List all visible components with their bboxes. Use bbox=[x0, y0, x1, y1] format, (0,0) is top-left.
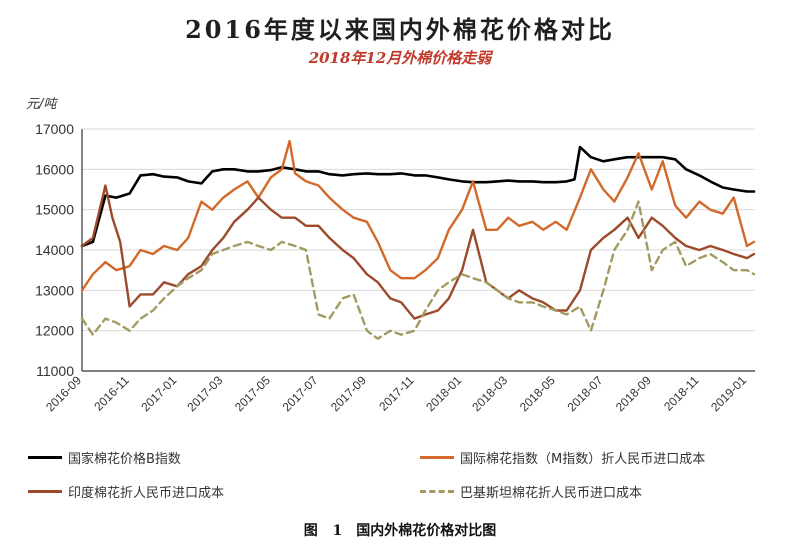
legend: 国家棉花价格B指数 国际棉花指数（M指数）折人民币进口成本 印度棉花折人民币进口… bbox=[0, 440, 800, 510]
series-line-0 bbox=[80, 145, 756, 248]
legend-swatch bbox=[420, 456, 454, 459]
legend-swatch bbox=[28, 456, 62, 459]
legend-label: 国际棉花指数（M指数）折人民币进口成本 bbox=[460, 452, 706, 467]
legend-label: 印度棉花折人民币进口成本 bbox=[68, 486, 225, 501]
x-tick-label: 2017-07 bbox=[280, 373, 321, 414]
x-tick-label: 2016-09 bbox=[43, 373, 84, 414]
y-tick-label: 16000 bbox=[35, 161, 74, 177]
chart-title: 2016年度以来国内外棉花价格对比 bbox=[185, 15, 615, 44]
x-tick-label: 2017-11 bbox=[376, 373, 417, 414]
chart-subtitle: 2018年12月外棉价格走弱 bbox=[308, 49, 492, 67]
figure-caption: 图 1 国内外棉花价格对比图 bbox=[303, 523, 497, 539]
line-chart: 11000 12000 13000 14000 15000 16000 17000 2016… bbox=[35, 121, 756, 414]
x-tick-label: 2018-03 bbox=[469, 373, 510, 414]
x-tick-label: 2018-01 bbox=[423, 373, 464, 414]
legend-swatch bbox=[420, 490, 454, 493]
x-tick-label: 2018-05 bbox=[517, 373, 558, 414]
x-tick-label: 2018-11 bbox=[661, 373, 702, 414]
legend-item-india: 印度棉花折人民币进口成本 bbox=[28, 482, 224, 501]
y-tick-labels: 11000 12000 13000 14000 15000 16000 17000 bbox=[35, 121, 74, 379]
x-tick-label: 2018-07 bbox=[564, 373, 605, 414]
x-tick-label: 2017-01 bbox=[138, 373, 179, 414]
legend-item-m-index: 国际棉花指数（M指数）折人民币进口成本 bbox=[420, 448, 705, 467]
legend-item-b-index: 国家棉花价格B指数 bbox=[28, 448, 181, 467]
y-axis-unit-label: 元/吨 bbox=[26, 97, 57, 112]
axes bbox=[81, 129, 755, 372]
legend-label: 巴基斯坦棉花折人民币进口成本 bbox=[460, 486, 643, 501]
legend-label: 国家棉花价格B指数 bbox=[68, 452, 181, 467]
y-tick-label: 11000 bbox=[36, 363, 74, 379]
x-tick-label: 2019-01 bbox=[708, 373, 749, 414]
y-tick-label: 15000 bbox=[35, 202, 74, 218]
y-tick-label: 13000 bbox=[35, 282, 74, 298]
x-tick-label: 2018-09 bbox=[613, 373, 654, 414]
y-tick-label: 12000 bbox=[35, 323, 74, 339]
series-line-2 bbox=[80, 184, 756, 320]
y-tick-label: 14000 bbox=[35, 242, 74, 258]
grid-lines bbox=[82, 128, 755, 372]
series-line-3 bbox=[80, 200, 756, 340]
y-tick-label: 17000 bbox=[35, 121, 74, 137]
x-tick-label: 2017-05 bbox=[232, 373, 273, 414]
series-lines bbox=[80, 139, 756, 340]
legend-swatch bbox=[28, 490, 62, 493]
x-tick-label: 2016-11 bbox=[91, 373, 132, 414]
legend-item-pakistan: 巴基斯坦棉花折人民币进口成本 bbox=[420, 482, 642, 501]
series-line-1 bbox=[80, 139, 756, 292]
x-tick-label: 2017-03 bbox=[184, 373, 225, 414]
x-tick-label: 2017-09 bbox=[328, 373, 369, 414]
x-tick-labels: 2016-09 2016-11 2017-01 2017-03 2017-05 2017-… bbox=[43, 373, 749, 414]
